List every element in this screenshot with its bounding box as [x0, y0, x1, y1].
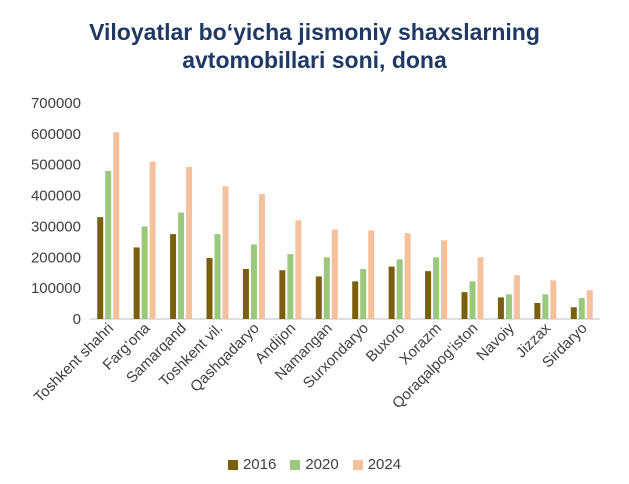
bar-2024: [113, 132, 120, 319]
bar-2024: [513, 275, 520, 319]
bar-2020: [578, 298, 585, 319]
bar-2016: [534, 302, 541, 319]
bar-2016: [388, 266, 395, 319]
y-tick-label: 200000: [31, 249, 81, 266]
bar-2020: [396, 259, 403, 319]
bar-2016: [133, 247, 140, 319]
bar-2024: [477, 257, 484, 319]
y-tick-label: 700000: [31, 95, 81, 112]
legend: 2016 2020 2024: [0, 456, 629, 473]
bar-2020: [105, 170, 112, 319]
bar-2024: [441, 240, 448, 319]
bar-2016: [315, 276, 322, 319]
bar-2016: [206, 257, 213, 319]
bar-2024: [404, 233, 411, 319]
chart-title-line-1: Viloyatlar bo‘yicha jismoniy shaxslarnin…: [89, 19, 540, 45]
bar-2024: [550, 280, 557, 319]
bar-2016: [461, 292, 468, 319]
bar-2020: [360, 269, 367, 319]
chart-title: Viloyatlar bo‘yicha jismoniy shaxslarnin…: [0, 18, 629, 74]
legend-item-2024: 2024: [352, 456, 402, 473]
bar-2016: [352, 281, 359, 319]
bar-2024: [331, 229, 338, 319]
legend-swatch-2016: [227, 459, 238, 470]
bar-2020: [505, 294, 512, 319]
bar-2020: [214, 234, 221, 319]
bar-2016: [279, 270, 286, 319]
legend-item-2020: 2020: [290, 456, 339, 473]
y-tick-label: 0: [73, 311, 81, 328]
legend-swatch-2024: [352, 459, 363, 470]
bar-2016: [425, 271, 432, 319]
y-tick-label: 300000: [31, 218, 81, 235]
bar-2024: [222, 186, 229, 319]
legend-item-2016: 2016: [227, 456, 277, 473]
chart-title-line-2: avtomobillari soni, dona: [182, 47, 447, 73]
bar-2020: [141, 226, 148, 319]
bar-2020: [323, 257, 330, 319]
y-tick-label: 500000: [31, 157, 81, 174]
bar-2016: [242, 269, 249, 319]
bar-2020: [542, 294, 549, 319]
bar-2024: [186, 166, 193, 319]
y-tick-label: 400000: [31, 188, 81, 205]
bar-2024: [149, 161, 156, 319]
bar-2016: [97, 217, 104, 319]
bar-2020: [287, 254, 294, 319]
bar-2024: [586, 290, 593, 319]
legend-label-2016: 2016: [242, 456, 277, 473]
bar-2024: [368, 230, 375, 319]
y-tick-label: 100000: [31, 280, 81, 297]
legend-label-2020: 2020: [305, 456, 339, 473]
bar-2024: [258, 194, 265, 319]
bar-2020: [250, 244, 257, 319]
bar-2024: [295, 220, 302, 319]
bar-2016: [497, 297, 504, 319]
bar-2020: [178, 212, 185, 319]
bar-2020: [433, 257, 440, 319]
bar-2016: [570, 307, 577, 319]
x-tick-label: Navoiy: [473, 319, 518, 364]
legend-label-2024: 2024: [367, 456, 402, 473]
bar-2020: [469, 281, 476, 319]
y-tick-label: 600000: [31, 126, 81, 143]
legend-swatch-2020: [290, 459, 301, 470]
bar-2016: [170, 234, 177, 319]
